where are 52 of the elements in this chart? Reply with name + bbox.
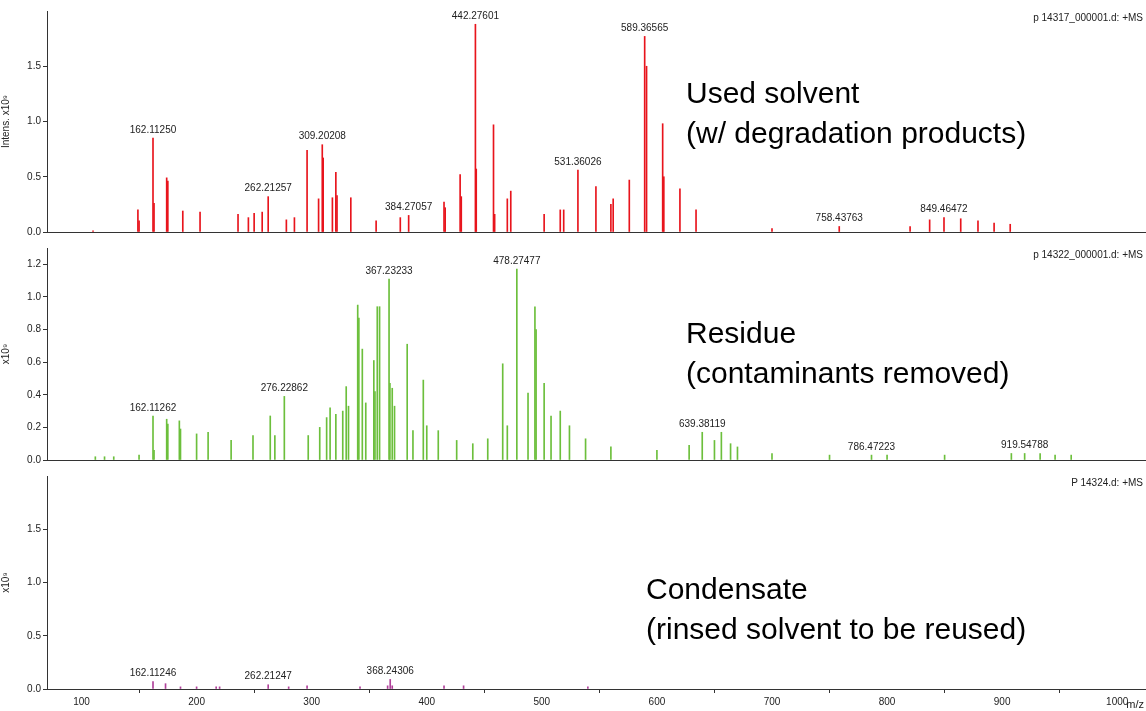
annotation: 262.21247: [244, 670, 293, 682]
annotation: 639.38119: [678, 418, 726, 430]
y-axis-title: x10⁹: [0, 343, 11, 365]
annotation: 531.36026: [554, 155, 602, 167]
annotation: 367.23233: [365, 264, 414, 276]
annotation: 849.46472: [920, 203, 969, 215]
y-tick-label: 0.0: [27, 682, 42, 694]
annotation: 276.22862: [260, 382, 309, 394]
y-tick-label: 1.5: [27, 60, 42, 71]
annotation: 919.54788: [1001, 439, 1049, 451]
y-tick-label: 1.0: [27, 115, 42, 127]
y-tick-label: 0.2: [27, 421, 42, 433]
annotation: 368.24306: [366, 665, 415, 677]
y-tick-label: 0.5: [27, 170, 42, 182]
annotation: Condensate (rinsed solvent to be reused): [646, 572, 1027, 646]
annotation: 262.21257: [244, 182, 293, 194]
annotation: p 14317_000001.d: +MS: [1033, 11, 1144, 23]
y-tick-label: 1.0: [27, 576, 42, 588]
y-tick-label: 1.2: [27, 258, 42, 270]
y-tick-label: 1.0: [27, 290, 42, 302]
annotation: 786.47223: [847, 440, 896, 452]
x-tick-label: 800: [878, 695, 896, 707]
y-tick-label: 0.0: [27, 453, 42, 465]
y-tick-label: 1.5: [27, 523, 42, 534]
annotation: Residue (contaminants removed): [686, 316, 1010, 390]
annotation: 478.27477: [493, 254, 541, 266]
annotation: p 14322_000001.d: +MS: [1033, 248, 1144, 260]
x-tick-label: 100: [73, 695, 91, 707]
y-tick-label: 0.0: [27, 225, 42, 237]
annotation: 162.11250: [129, 123, 177, 135]
annotation: P 14324.d: +MS: [1071, 476, 1144, 488]
annotation: 589.36565: [621, 22, 669, 34]
annotation: 384.27057: [385, 201, 433, 213]
y-tick-label: 0.6: [27, 355, 42, 367]
x-tick-label: 500: [533, 695, 551, 707]
annotation: 758.43763: [815, 212, 864, 224]
annotation: 162.11262: [129, 401, 177, 413]
y-axis-title: Intens. x10⁹: [0, 94, 11, 149]
annotation: 309.20208: [298, 130, 347, 142]
y-tick-label: 0.8: [27, 323, 42, 335]
x-tick-label: 300: [303, 695, 321, 707]
annotation: 442.27601: [451, 10, 500, 22]
y-tick-label: 0.5: [27, 629, 42, 641]
x-tick-label: 200: [188, 695, 206, 707]
y-axis-title: x10⁹: [0, 572, 11, 593]
x-tick-label: 900: [993, 695, 1011, 707]
x-tick-label: 600: [648, 695, 666, 707]
x-tick-label: 400: [418, 695, 436, 707]
x-tick-label: 700: [763, 695, 781, 707]
annotation: Used solvent (w/ degradation products): [686, 76, 1027, 150]
annotation: 162.11246: [129, 667, 177, 679]
y-tick-label: 0.4: [27, 388, 42, 400]
